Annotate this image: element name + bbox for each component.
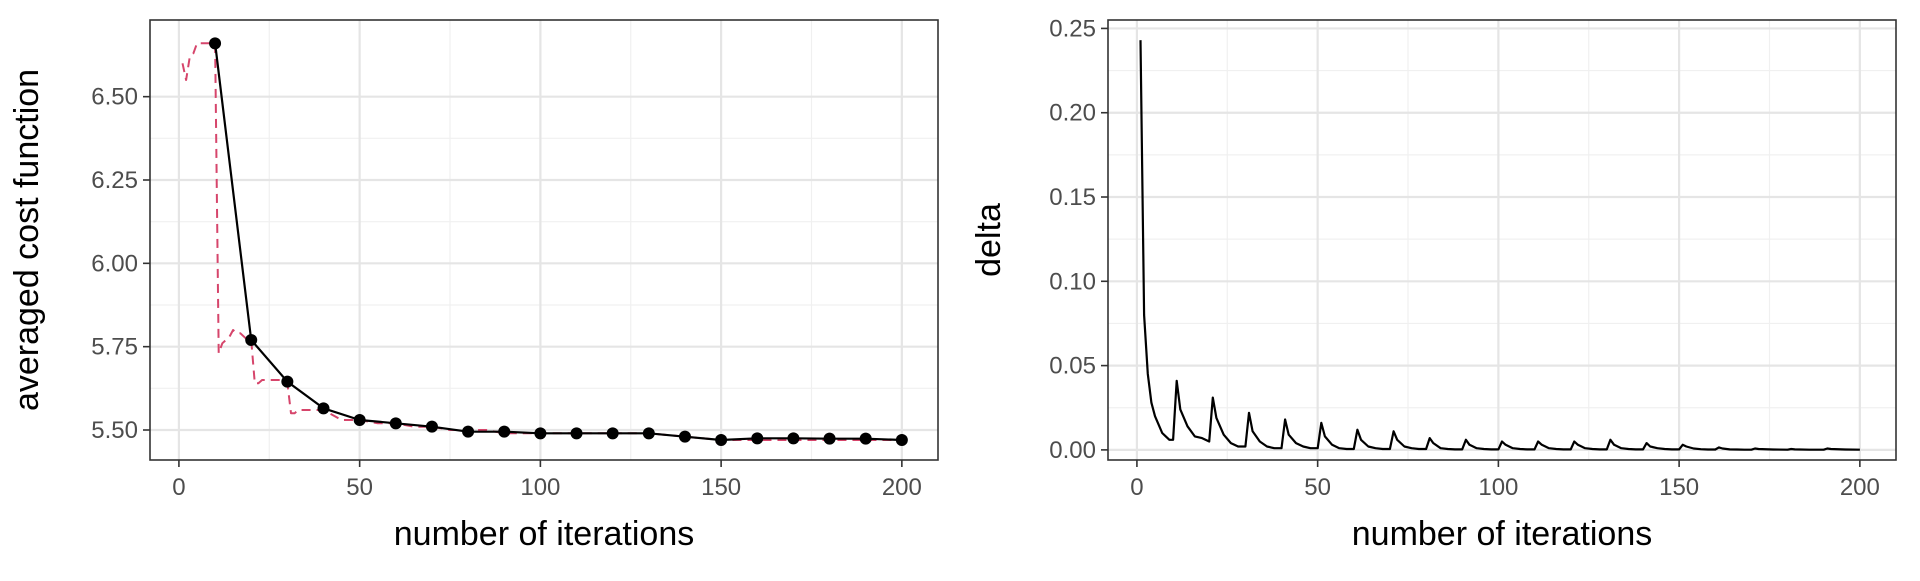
- data-point: [751, 432, 764, 445]
- panel-delta: 0 50 100 150 200 0.00 0.05 0.10 0.15 0.20 0.25 numb…: [970, 15, 1897, 553]
- data-point: [425, 420, 438, 433]
- y-axis-title: delta: [970, 203, 1008, 277]
- x-tick-label: 50: [1304, 474, 1331, 501]
- y-tick-label: 0.15: [1049, 184, 1096, 211]
- panel-border: [149, 19, 939, 461]
- panel-border: [1107, 19, 1897, 461]
- data-point: [859, 432, 872, 445]
- data-point: [678, 430, 691, 443]
- x-tick-label: 50: [346, 474, 373, 501]
- data-point: [895, 434, 908, 446]
- plot-background: [150, 20, 938, 460]
- y-tick-label: 0.20: [1049, 100, 1096, 127]
- y-tick-label: 0.25: [1049, 15, 1096, 42]
- data-point: [715, 434, 728, 446]
- data-point: [462, 425, 475, 438]
- data-point: [823, 432, 836, 445]
- x-tick-label: 150: [701, 474, 741, 501]
- x-tick-label: 0: [172, 474, 185, 501]
- x-tick-label: 100: [520, 474, 560, 501]
- data-point: [245, 334, 258, 346]
- data-point: [642, 427, 655, 440]
- data-point: [570, 427, 583, 440]
- x-axis-title: number of iterations: [1352, 515, 1653, 553]
- data-point: [317, 402, 330, 415]
- y-tick-label: 6.25: [91, 167, 138, 194]
- panel-cost-function: 0 50 100 150 200 5.50 5.75 6.00 6.25 6.50 number o…: [8, 19, 939, 553]
- x-tick-label: 150: [1659, 474, 1699, 501]
- x-axis-title: number of iterations: [394, 515, 695, 553]
- data-point: [389, 417, 402, 430]
- y-axis-title: averaged cost function: [8, 69, 46, 411]
- series-line-0: [1139, 40, 1860, 451]
- plot-background: [1108, 20, 1896, 460]
- data-point: [606, 427, 619, 440]
- y-tick-label: 6.00: [91, 250, 138, 277]
- x-tick-label: 0: [1130, 474, 1143, 501]
- y-tick-label: 0.05: [1049, 353, 1096, 380]
- series-line-1: [214, 43, 902, 442]
- y-tick-label: 5.50: [91, 417, 138, 444]
- x-tick-label: 200: [1840, 474, 1880, 501]
- data-point: [498, 425, 511, 438]
- data-point: [353, 414, 366, 426]
- y-tick-label: 5.75: [91, 334, 138, 361]
- series-line-0: [181, 42, 902, 441]
- x-tick-label: 100: [1478, 474, 1518, 501]
- data-point: [209, 37, 222, 50]
- data-point: [787, 432, 800, 445]
- y-tick-label: 0.00: [1049, 437, 1096, 464]
- data-point: [281, 375, 294, 388]
- y-tick-label: 0.10: [1049, 268, 1096, 295]
- x-tick-label: 200: [882, 474, 922, 501]
- data-point: [534, 427, 547, 440]
- y-tick-label: 6.50: [91, 84, 138, 111]
